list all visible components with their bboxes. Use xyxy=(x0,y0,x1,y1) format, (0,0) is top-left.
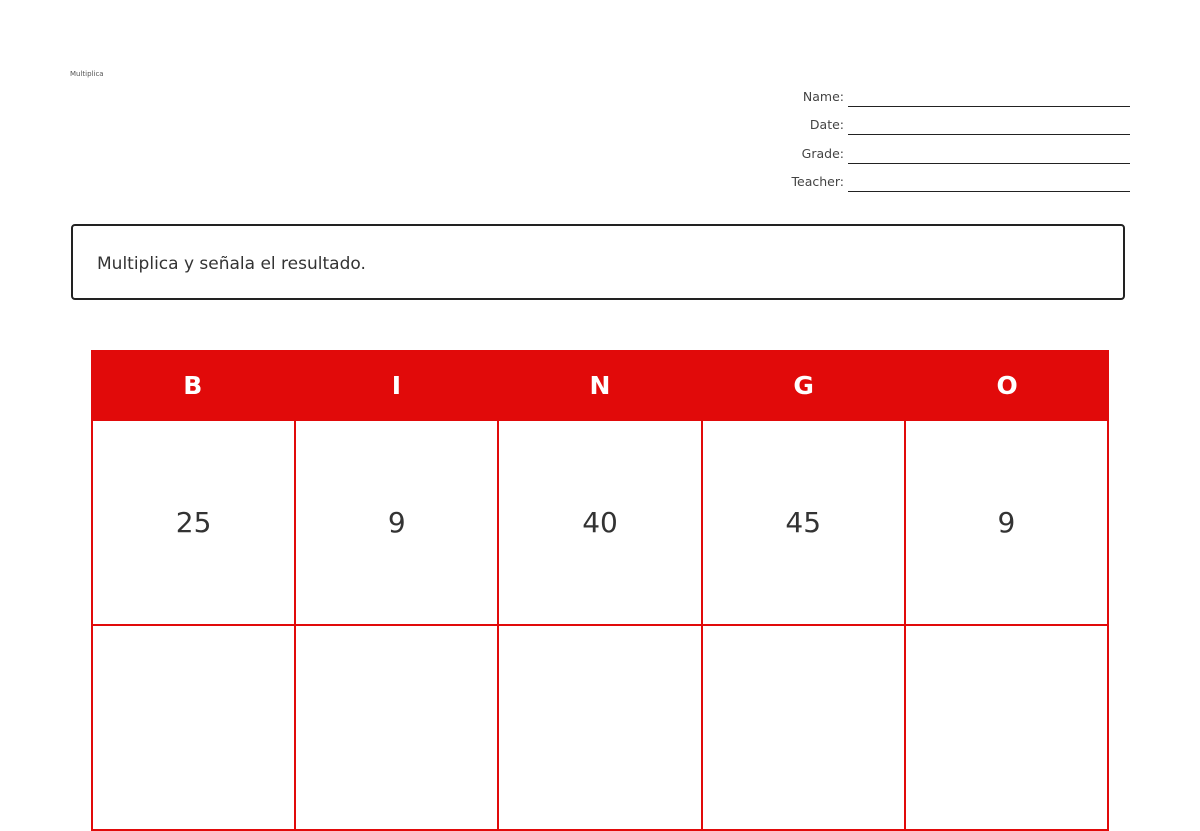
worksheet-title: Multiplica xyxy=(70,70,104,78)
bingo-cell[interactable]: 45 xyxy=(700,419,906,626)
bingo-cell[interactable] xyxy=(497,624,703,831)
name-line[interactable] xyxy=(848,88,1130,107)
grade-line[interactable] xyxy=(848,145,1130,164)
bingo-cell[interactable]: 25 xyxy=(91,419,297,626)
bingo-row: 25 9 40 45 9 xyxy=(91,419,1110,626)
bingo-header: B I N G O xyxy=(91,350,1109,421)
bingo-cell[interactable] xyxy=(294,624,500,831)
bingo-cell[interactable] xyxy=(91,624,297,831)
name-label: Name: xyxy=(802,88,844,104)
teacher-field: Teacher: xyxy=(760,162,1130,192)
bingo-cell[interactable]: 9 xyxy=(903,419,1110,626)
bingo-card: B I N G O 25 9 40 45 9 xyxy=(91,350,1110,831)
bingo-letter: I xyxy=(391,371,402,400)
teacher-line[interactable] xyxy=(848,173,1130,192)
bingo-cell[interactable]: 40 xyxy=(497,419,703,626)
grade-field: Grade: xyxy=(760,133,1130,164)
bingo-cell[interactable] xyxy=(700,624,906,831)
date-label: Date: xyxy=(809,117,844,132)
grade-label: Grade: xyxy=(801,145,844,161)
bingo-cell[interactable]: 9 xyxy=(294,419,500,626)
date-line[interactable] xyxy=(848,116,1130,135)
date-field: Date: xyxy=(760,105,1130,135)
teacher-label: Teacher: xyxy=(791,174,844,189)
instructions-text: Multiplica y señala el resultado. xyxy=(97,254,366,274)
bingo-cell[interactable] xyxy=(903,624,1110,831)
bingo-letter: B xyxy=(183,371,203,400)
bingo-letter: N xyxy=(589,371,611,400)
bingo-letter: O xyxy=(996,371,1018,400)
instructions-box: Multiplica y señala el resultado. xyxy=(71,224,1125,300)
bingo-row xyxy=(91,624,1110,831)
student-info-fields: Name: Date: Grade: Teacher: xyxy=(760,76,1130,192)
bingo-letter: G xyxy=(793,371,814,400)
name-field: Name: xyxy=(760,76,1130,107)
